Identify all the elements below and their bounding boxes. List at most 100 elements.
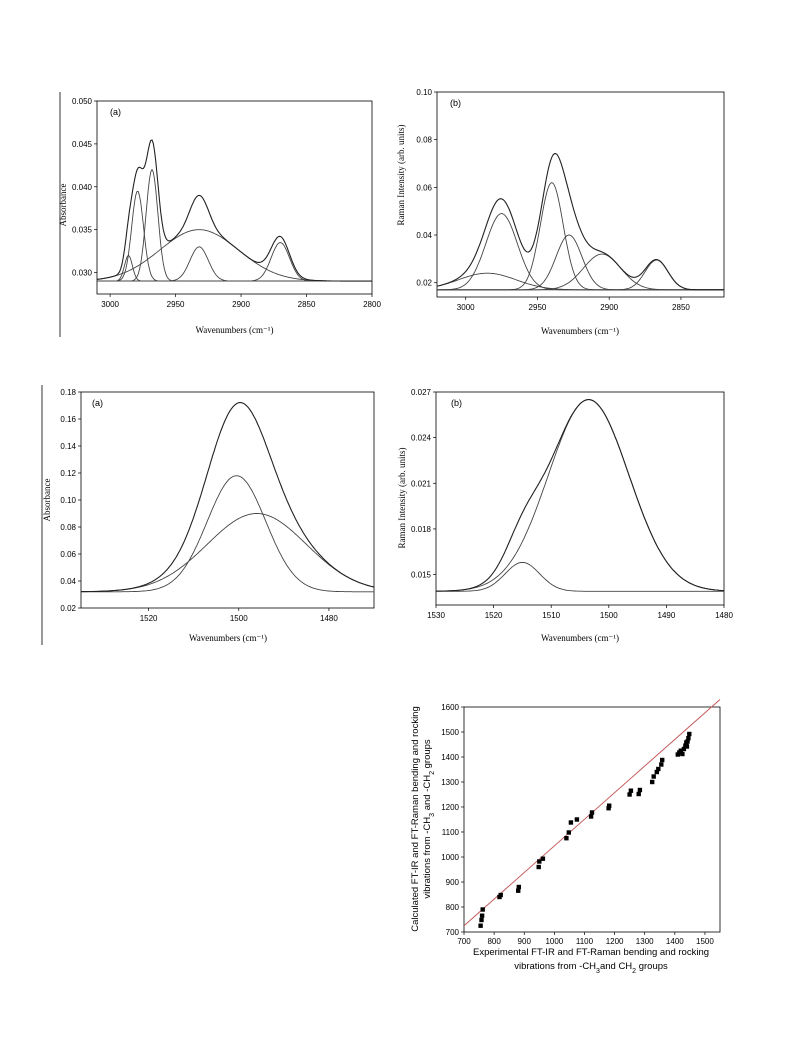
y-tick-label: 1600 <box>441 703 459 712</box>
plot-frame <box>80 391 375 609</box>
x-tick-label: 1300 <box>636 937 654 946</box>
component-band-6 <box>97 242 372 282</box>
data-point <box>660 757 665 763</box>
component-band-2 <box>436 561 724 592</box>
y-tick-label: 0.06 <box>60 550 76 559</box>
data-point <box>685 739 690 744</box>
data-point <box>656 766 661 772</box>
data-point <box>540 856 546 861</box>
y-tick-label: 0.021 <box>411 479 432 488</box>
curve-group <box>96 139 372 282</box>
tick-group: 1530 1520 1510 1500 1490 1480 0.015 0.018 0.021 0… <box>411 388 733 620</box>
y-tick-label: 800 <box>446 903 460 912</box>
data-point <box>479 913 485 918</box>
x-axis-label: Wavenumbers (cm⁻¹) <box>189 633 267 643</box>
data-point <box>678 748 683 753</box>
data-point <box>606 806 611 811</box>
x-label-sub2: 2 <box>632 968 636 975</box>
component-band-1 <box>435 399 725 592</box>
data-point <box>568 820 574 825</box>
x-tick-label: 2900 <box>232 300 250 309</box>
x-tick-label: 1500 <box>696 937 714 946</box>
y-tick-label: 0.02 <box>60 604 76 613</box>
y-tick-label: 0.024 <box>411 434 432 443</box>
envelope-curve <box>96 139 372 282</box>
data-point <box>574 817 580 822</box>
x-tick-label: 2900 <box>600 303 618 312</box>
y-axis-label-line2: vibrations from -CH3 and -CH2 groups <box>422 739 436 899</box>
y-axis-label: Calculated FT-IR and FT-Raman bending an… <box>410 706 436 931</box>
x-tick-label: 2850 <box>672 303 690 312</box>
data-point <box>607 803 612 808</box>
data-point <box>479 917 484 923</box>
data-point <box>536 864 541 870</box>
y-label-sub3: 3 <box>429 813 436 817</box>
data-point <box>480 907 485 912</box>
y-tick-label: 0.050 <box>72 97 93 106</box>
y-axis-label: Absorbance <box>58 184 68 227</box>
y-tick-label: 0.018 <box>411 525 432 534</box>
y-tick-label: 0.04 <box>416 231 432 240</box>
x-tick-label: 700 <box>457 937 471 946</box>
x-tick-label: 3000 <box>101 300 119 309</box>
x-tick-label: 2800 <box>363 300 381 309</box>
y-axis-label-line1: Calculated FT-IR and FT-Raman bending an… <box>410 706 421 931</box>
panel-label: (b) <box>451 398 462 408</box>
y-tick-label: 0.06 <box>416 183 432 192</box>
x-label-part1: vibrations from -CH <box>514 961 596 972</box>
x-tick-label: 1200 <box>606 937 624 946</box>
x-tick-label: 1520 <box>140 614 158 623</box>
data-point <box>564 836 569 841</box>
data-point <box>627 792 632 797</box>
data-point <box>687 731 692 737</box>
x-axis-label: Wavenumbers (cm⁻¹) <box>541 326 619 336</box>
x-label-part2: and CH <box>600 961 632 972</box>
data-point <box>516 884 521 890</box>
y-tick-label: 0.045 <box>72 140 93 149</box>
data-point <box>681 746 687 752</box>
y-tick-label: 0.040 <box>72 183 93 192</box>
y-tick-label: 700 <box>446 928 460 937</box>
data-point <box>651 774 656 779</box>
x-tick-label: 1490 <box>658 611 676 620</box>
data-point <box>566 830 571 835</box>
y-tick-label: 0.027 <box>411 388 432 397</box>
y-tick-label: 1400 <box>441 753 459 762</box>
y-axis-label: Absorbance <box>42 479 52 522</box>
x-tick-label: 3000 <box>457 303 475 312</box>
data-point <box>516 888 521 893</box>
y-tick-label: 1000 <box>441 853 459 862</box>
envelope-curve <box>435 399 725 592</box>
y-tick-label: 0.04 <box>60 577 76 586</box>
tick-group: 700 800 900 1000 1100 1200 1300 1400 1500 700 800 9… <box>441 703 714 946</box>
envelope-curve <box>80 402 375 593</box>
y-label-part2: and -CH <box>422 775 433 813</box>
x-axis-label: Wavenumbers (cm⁻¹) <box>196 325 274 335</box>
data-point <box>636 791 641 797</box>
x-label-part3: groups <box>636 961 668 972</box>
y-tick-label: 0.08 <box>416 136 432 145</box>
plot-frame <box>435 391 725 606</box>
data-point <box>686 736 691 741</box>
raman-stretching-panel: 3000 2950 2900 2850 0.02 0.04 0.06 0.08 0.10 (b)… <box>396 88 725 336</box>
plot-frame <box>436 91 725 298</box>
component-band-3 <box>97 168 372 282</box>
correlation-scatter-panel: 700 800 900 1000 1100 1200 1300 1400 1500 700 800 9… <box>410 699 721 975</box>
x-tick-label: 2950 <box>167 300 185 309</box>
component-band-1 <box>97 254 372 282</box>
x-tick-label: 1500 <box>230 614 248 623</box>
y-tick-label: 1300 <box>441 778 459 787</box>
data-point <box>478 923 483 928</box>
x-tick-label: 1480 <box>715 611 733 620</box>
y-tick-label: 1500 <box>441 728 459 737</box>
y-axis-label: Raman Intensity (arb. units) <box>397 448 407 549</box>
plot-frame <box>96 100 373 295</box>
data-point <box>680 751 685 757</box>
x-tick-label: 800 <box>487 937 501 946</box>
y-tick-label: 0.02 <box>416 279 432 288</box>
x-axis-label-line2: vibrations from -CH3and CH2 groups <box>514 961 668 975</box>
data-point <box>628 788 634 793</box>
ir-bending-panel: 1520 1500 1480 0.02 0.04 0.06 0.08 0.10 0.12 0.14… <box>41 385 375 645</box>
data-point <box>650 779 655 785</box>
